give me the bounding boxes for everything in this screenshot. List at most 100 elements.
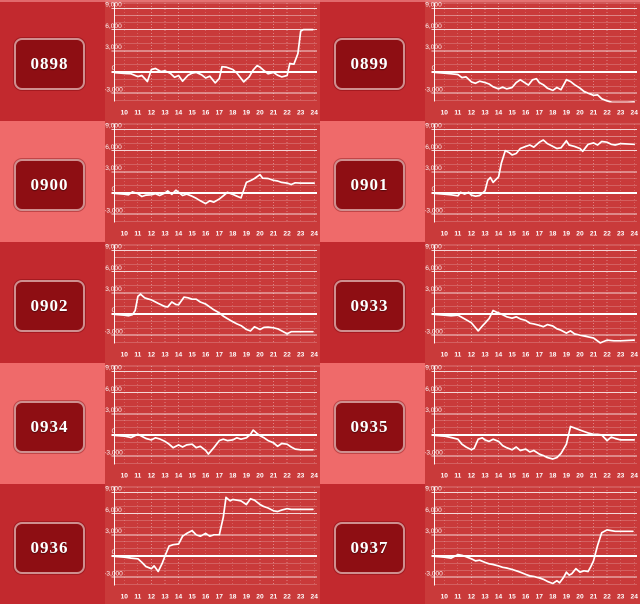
svg-text:-3,000: -3,000 [105,86,123,93]
svg-text:9,000: 9,000 [105,244,122,251]
race-id-button[interactable]: 0933 [334,280,405,332]
svg-text:24: 24 [631,593,639,600]
race-id-button[interactable]: 0936 [14,522,85,574]
race-id-button[interactable]: 0934 [14,401,85,453]
svg-text:3,000: 3,000 [425,528,442,535]
data-line [434,309,636,344]
svg-text:17: 17 [536,230,544,237]
svg-text:13: 13 [161,109,169,116]
svg-text:15: 15 [188,472,196,479]
svg-text:17: 17 [216,351,224,358]
svg-text:19: 19 [243,351,251,358]
race-id-button[interactable]: 0937 [334,522,405,574]
svg-text:13: 13 [481,472,489,479]
svg-text:24: 24 [311,351,319,358]
svg-text:14: 14 [495,593,503,600]
svg-text:0: 0 [112,549,116,556]
svg-text:3,000: 3,000 [425,407,442,414]
svg-text:19: 19 [563,472,571,479]
grid-cell: 0936 9,000 6,000 3,000 0 -3,000 10 11 12 13 14 15 1… [0,484,320,604]
svg-text:12: 12 [148,593,156,600]
svg-text:12: 12 [148,472,156,479]
svg-text:19: 19 [563,593,571,600]
axis-labels: 9,000 6,000 3,000 0 -3,000 10 11 12 13 14 15 16 17 18… [105,244,318,359]
svg-text:14: 14 [175,230,183,237]
svg-text:13: 13 [481,230,489,237]
race-id-button[interactable]: 0902 [14,280,85,332]
svg-text:-3,000: -3,000 [425,86,443,93]
svg-text:16: 16 [202,593,210,600]
svg-text:13: 13 [481,109,489,116]
race-id-button[interactable]: 0901 [334,159,405,211]
line-chart-svg: 9,000 6,000 3,000 0 -3,000 10 11 12 13 14 15 16 17 18… [105,123,320,237]
svg-text:15: 15 [188,351,196,358]
race-id-button[interactable]: 0900 [14,159,85,211]
svg-text:23: 23 [297,472,305,479]
svg-text:14: 14 [495,230,503,237]
svg-text:20: 20 [256,593,264,600]
axis-labels: 9,000 6,000 3,000 0 -3,000 10 11 12 13 14 15 16 17 18… [425,123,638,238]
grid-cell: 0898 9,000 6,000 3,000 0 -3,000 10 11 12 13 14 15 1… [0,0,320,121]
line-chart-svg: 9,000 6,000 3,000 0 -3,000 10 11 12 13 14 15 16 17 18… [105,365,320,479]
svg-text:6,000: 6,000 [425,23,442,30]
chart-image: 9,000 6,000 3,000 0 -3,000 10 11 12 13 14 15 16 17 18… [425,242,640,363]
svg-text:18: 18 [549,593,557,600]
chart-image: 9,000 6,000 3,000 0 -3,000 10 11 12 13 14 15 16 17 18… [105,121,320,242]
svg-text:10: 10 [441,472,449,479]
svg-text:16: 16 [522,593,530,600]
line-chart-svg: 9,000 6,000 3,000 0 -3,000 10 11 12 13 14 15 16 17 18… [105,2,320,116]
svg-text:18: 18 [229,593,237,600]
svg-text:0: 0 [432,428,436,435]
svg-text:20: 20 [576,351,584,358]
svg-text:0: 0 [112,307,116,314]
svg-text:21: 21 [270,230,278,237]
svg-text:16: 16 [202,351,210,358]
svg-text:11: 11 [454,351,461,358]
chart-image: 9,000 6,000 3,000 0 -3,000 10 11 12 13 14 15 16 17 18… [425,484,640,604]
svg-text:16: 16 [202,472,210,479]
svg-text:15: 15 [508,472,516,479]
chart-grid-lines [425,365,640,465]
svg-text:15: 15 [508,109,516,116]
svg-text:11: 11 [134,593,141,600]
svg-text:16: 16 [202,109,210,116]
svg-text:20: 20 [576,472,584,479]
svg-text:17: 17 [216,472,224,479]
data-line [434,139,636,198]
svg-text:18: 18 [229,472,237,479]
svg-text:20: 20 [576,109,584,116]
chart-grid-lines [425,244,640,344]
data-line [114,28,314,84]
svg-text:11: 11 [454,109,461,116]
svg-text:21: 21 [590,593,598,600]
svg-text:21: 21 [270,472,278,479]
svg-text:14: 14 [175,472,183,479]
race-id-button[interactable]: 0898 [14,38,85,90]
svg-text:14: 14 [175,109,183,116]
race-id-button[interactable]: 0899 [334,38,405,90]
svg-text:3,000: 3,000 [105,286,122,293]
race-id-button[interactable]: 0935 [334,401,405,453]
chart-image: 9,000 6,000 3,000 0 -3,000 10 11 12 13 14 15 16 17 18… [105,242,320,363]
svg-text:22: 22 [603,593,611,600]
svg-text:16: 16 [202,230,210,237]
chart-grid-lines [105,2,320,102]
svg-text:3,000: 3,000 [105,44,122,51]
svg-text:10: 10 [441,593,449,600]
svg-text:21: 21 [590,230,598,237]
svg-text:18: 18 [549,472,557,479]
svg-text:0: 0 [112,428,116,435]
svg-text:12: 12 [148,351,156,358]
svg-text:17: 17 [536,351,544,358]
axis-labels: 9,000 6,000 3,000 0 -3,000 10 11 12 13 14 15 16 17 18… [105,486,318,601]
svg-text:21: 21 [270,351,278,358]
svg-text:15: 15 [508,593,516,600]
svg-text:10: 10 [441,230,449,237]
svg-text:3,000: 3,000 [425,44,442,51]
svg-text:19: 19 [563,351,571,358]
svg-text:11: 11 [134,351,141,358]
svg-text:23: 23 [297,351,305,358]
svg-text:-3,000: -3,000 [425,449,443,456]
svg-text:9,000: 9,000 [425,2,442,9]
grid-cell: 0933 9,000 6,000 3,000 0 -3,000 10 11 12 13 14 15 1… [320,242,640,363]
